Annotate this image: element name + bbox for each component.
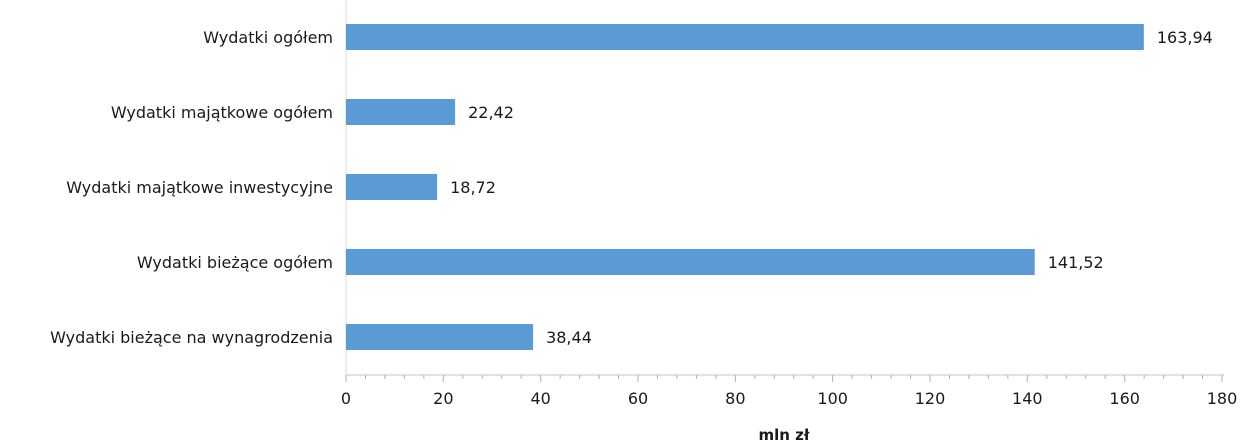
x-tick-label: 100 xyxy=(817,389,848,408)
category-label: Wydatki bieżące na wynagrodzenia xyxy=(50,328,333,347)
bar xyxy=(346,174,438,200)
data-label: 163,94 xyxy=(1157,28,1213,47)
x-tick-label: 20 xyxy=(433,389,453,408)
category-label: Wydatki bieżące ogółem xyxy=(137,253,333,272)
x-tick-label: 60 xyxy=(628,389,648,408)
x-tick-label: 120 xyxy=(915,389,946,408)
x-tick-label: 140 xyxy=(1012,389,1043,408)
x-tick-label: 0 xyxy=(341,389,351,408)
category-label: Wydatki majątkowe inwestycyjne xyxy=(66,178,333,197)
data-label: 22,42 xyxy=(468,103,514,122)
bar xyxy=(346,24,1144,50)
data-label: 141,52 xyxy=(1048,253,1104,272)
category-label: Wydatki majątkowe ogółem xyxy=(111,103,333,122)
category-label: Wydatki ogółem xyxy=(203,28,333,47)
x-axis-title: mln zł xyxy=(759,426,810,444)
x-tick-label: 160 xyxy=(1109,389,1140,408)
data-label: 18,72 xyxy=(450,178,496,197)
bar xyxy=(346,249,1035,275)
data-label: 38,44 xyxy=(546,328,592,347)
bar xyxy=(346,99,456,125)
x-tick-label: 80 xyxy=(725,389,745,408)
x-tick-label: 180 xyxy=(1207,389,1238,408)
bar xyxy=(346,324,534,350)
x-tick-label: 40 xyxy=(530,389,550,408)
